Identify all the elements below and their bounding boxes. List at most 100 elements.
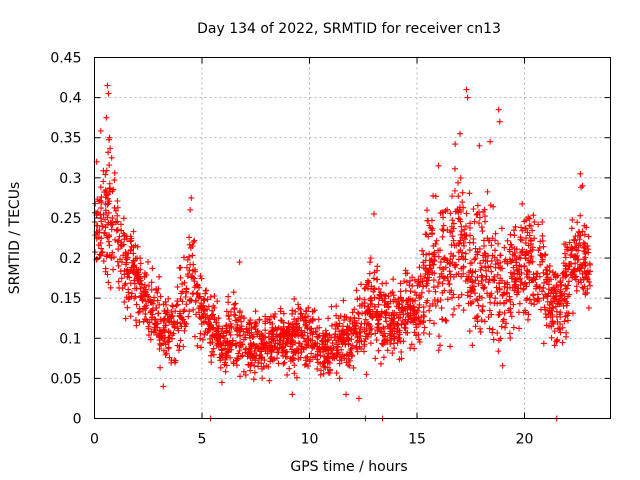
data-point xyxy=(434,283,441,290)
data-point xyxy=(358,320,365,327)
data-point xyxy=(497,335,504,342)
data-point xyxy=(571,268,578,275)
data-point xyxy=(472,277,479,284)
data-point xyxy=(328,303,335,310)
data-point xyxy=(411,308,418,315)
data-point xyxy=(391,312,398,319)
data-point xyxy=(148,279,155,286)
data-point xyxy=(121,299,128,306)
data-point xyxy=(111,204,118,211)
data-point xyxy=(402,307,409,314)
data-point xyxy=(240,368,247,375)
data-point xyxy=(315,334,322,341)
data-point xyxy=(179,280,186,287)
data-point xyxy=(577,276,584,283)
data-point xyxy=(142,310,149,317)
data-point xyxy=(302,357,309,364)
data-point xyxy=(476,245,483,252)
data-point xyxy=(380,325,387,332)
data-point xyxy=(227,320,234,327)
data-point xyxy=(430,284,437,291)
data-point xyxy=(379,297,386,304)
data-point xyxy=(450,291,457,298)
data-point xyxy=(560,260,567,267)
data-point xyxy=(448,287,455,294)
data-point xyxy=(147,336,154,343)
data-point xyxy=(381,302,388,309)
data-point xyxy=(141,281,148,288)
data-point xyxy=(340,297,347,304)
data-point xyxy=(446,281,453,288)
data-point xyxy=(561,318,568,325)
data-point xyxy=(354,348,361,355)
data-point xyxy=(190,274,197,281)
data-point xyxy=(361,338,368,345)
data-point xyxy=(119,285,126,292)
data-point xyxy=(437,342,444,349)
data-point xyxy=(557,329,564,336)
data-point xyxy=(574,256,581,263)
data-point xyxy=(540,269,547,276)
data-point xyxy=(344,331,351,338)
x-axis: 0 5 10 15 20 xyxy=(90,57,533,448)
data-point xyxy=(361,285,368,292)
data-point xyxy=(234,356,241,363)
data-point xyxy=(336,375,343,382)
data-point xyxy=(191,284,198,291)
data-point xyxy=(368,285,375,292)
data-point xyxy=(516,266,523,273)
data-point xyxy=(354,334,361,341)
data-point xyxy=(451,305,458,312)
data-point xyxy=(585,246,592,253)
data-point xyxy=(525,316,532,323)
data-point xyxy=(372,310,379,317)
data-point xyxy=(242,371,249,378)
data-point xyxy=(160,301,167,308)
data-point xyxy=(438,305,445,312)
data-point xyxy=(466,293,473,300)
data-point xyxy=(518,279,525,286)
data-point xyxy=(366,259,373,266)
data-point xyxy=(463,210,470,217)
data-point xyxy=(268,354,275,361)
data-point xyxy=(251,323,258,330)
data-point xyxy=(197,273,204,280)
data-point xyxy=(267,319,274,326)
data-point xyxy=(106,242,113,249)
data-point xyxy=(435,279,442,286)
data-point xyxy=(409,282,416,289)
data-point xyxy=(222,337,229,344)
data-point xyxy=(374,324,381,331)
data-point xyxy=(192,266,199,273)
data-point xyxy=(227,308,234,315)
data-point xyxy=(571,274,578,281)
data-point xyxy=(332,321,339,328)
data-point xyxy=(482,257,489,264)
data-point xyxy=(510,301,517,308)
data-point xyxy=(145,332,152,339)
data-point xyxy=(104,82,111,89)
data-point xyxy=(350,325,357,332)
data-point xyxy=(328,322,335,329)
data-point xyxy=(256,316,263,323)
data-point xyxy=(279,327,286,334)
data-point xyxy=(106,180,113,187)
data-point xyxy=(353,287,360,294)
data-point xyxy=(458,228,465,235)
data-point xyxy=(341,355,348,362)
data-point xyxy=(499,277,506,284)
data-point xyxy=(433,237,440,244)
data-point xyxy=(498,323,505,330)
data-point xyxy=(540,340,547,347)
data-point xyxy=(472,323,479,330)
data-point xyxy=(367,323,374,330)
data-point xyxy=(266,377,273,384)
data-point xyxy=(259,375,266,382)
data-point xyxy=(536,284,543,291)
data-point xyxy=(121,282,128,289)
data-point xyxy=(121,271,128,278)
data-point xyxy=(292,308,299,315)
data-point xyxy=(481,206,488,213)
data-point xyxy=(484,235,491,242)
data-point xyxy=(419,278,426,285)
